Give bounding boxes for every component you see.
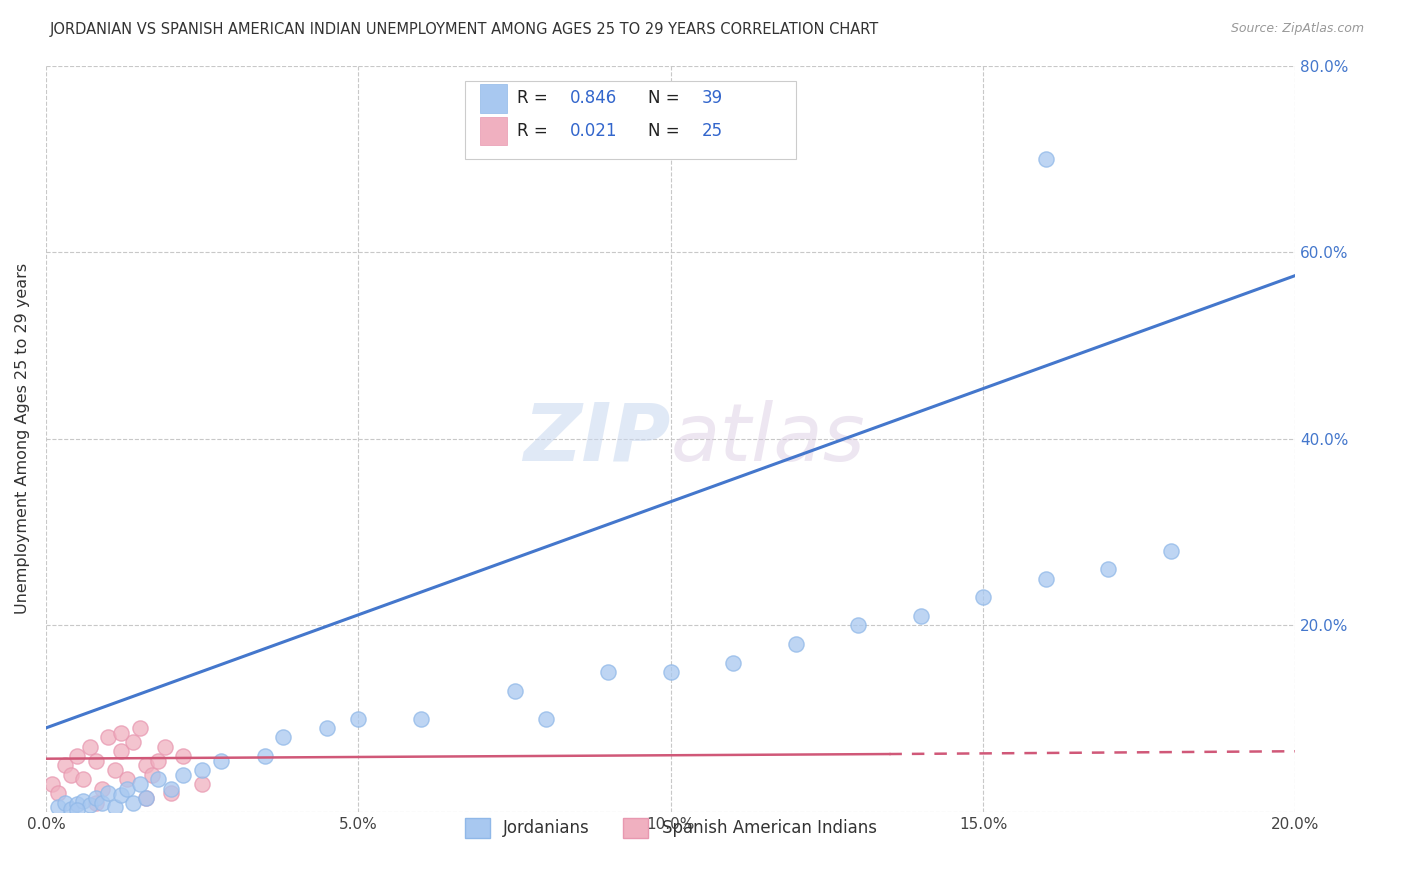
Point xyxy=(172,767,194,781)
Point xyxy=(84,754,107,768)
Text: 0.846: 0.846 xyxy=(569,89,617,107)
Point xyxy=(115,781,138,796)
Point xyxy=(273,731,295,745)
Point xyxy=(59,802,82,816)
Text: 39: 39 xyxy=(702,89,723,107)
Point xyxy=(534,712,557,726)
Legend: Jordanians, Spanish American Indians: Jordanians, Spanish American Indians xyxy=(458,811,883,845)
Point xyxy=(409,712,432,726)
Point xyxy=(659,665,682,679)
Point xyxy=(79,798,101,813)
Point xyxy=(972,591,994,605)
Y-axis label: Unemployment Among Ages 25 to 29 years: Unemployment Among Ages 25 to 29 years xyxy=(15,263,30,615)
Point xyxy=(347,712,370,726)
Point xyxy=(598,665,620,679)
Point xyxy=(79,739,101,754)
Point xyxy=(115,772,138,787)
Point xyxy=(128,721,150,735)
Point xyxy=(84,790,107,805)
Point xyxy=(66,797,89,812)
Point xyxy=(128,777,150,791)
Text: JORDANIAN VS SPANISH AMERICAN INDIAN UNEMPLOYMENT AMONG AGES 25 TO 29 YEARS CORR: JORDANIAN VS SPANISH AMERICAN INDIAN UNE… xyxy=(49,22,879,37)
Point xyxy=(110,744,132,758)
Point xyxy=(84,796,107,810)
Point xyxy=(503,683,526,698)
Point xyxy=(721,656,744,670)
Text: R =: R = xyxy=(517,89,553,107)
Point xyxy=(148,772,170,787)
FancyBboxPatch shape xyxy=(479,117,508,145)
Point xyxy=(59,767,82,781)
Point xyxy=(172,748,194,763)
Point xyxy=(91,796,114,810)
Text: N =: N = xyxy=(648,89,685,107)
Point xyxy=(1097,562,1119,576)
Point xyxy=(1160,543,1182,558)
Point xyxy=(110,788,132,802)
Point xyxy=(910,609,932,624)
Point xyxy=(104,763,127,777)
Text: 25: 25 xyxy=(702,122,723,140)
Point xyxy=(135,790,157,805)
Point xyxy=(66,748,89,763)
Point xyxy=(1035,572,1057,586)
Point xyxy=(41,777,63,791)
Point xyxy=(72,772,94,787)
FancyBboxPatch shape xyxy=(479,84,508,112)
Point xyxy=(846,618,869,632)
Point xyxy=(785,637,807,651)
Point xyxy=(122,796,145,810)
Point xyxy=(97,786,120,800)
Point xyxy=(209,754,232,768)
Text: R =: R = xyxy=(517,122,553,140)
Point xyxy=(153,739,176,754)
Point xyxy=(66,803,89,817)
Point xyxy=(191,763,214,777)
Point xyxy=(160,781,183,796)
Text: atlas: atlas xyxy=(671,400,866,478)
Point xyxy=(53,758,76,772)
Point xyxy=(253,748,276,763)
Point xyxy=(97,731,120,745)
Point xyxy=(53,796,76,810)
Point xyxy=(48,800,70,814)
Point xyxy=(160,786,183,800)
Point xyxy=(135,758,157,772)
Point xyxy=(148,754,170,768)
Point xyxy=(316,721,339,735)
Text: 0.021: 0.021 xyxy=(569,122,617,140)
Point xyxy=(110,725,132,739)
FancyBboxPatch shape xyxy=(464,80,796,159)
Point xyxy=(191,777,214,791)
Point xyxy=(104,800,127,814)
Text: ZIP: ZIP xyxy=(523,400,671,478)
Point xyxy=(135,790,157,805)
Point xyxy=(91,781,114,796)
Point xyxy=(141,767,163,781)
Point xyxy=(1035,152,1057,166)
Point xyxy=(72,794,94,808)
Point xyxy=(48,786,70,800)
Text: N =: N = xyxy=(648,122,685,140)
Point xyxy=(122,735,145,749)
Text: Source: ZipAtlas.com: Source: ZipAtlas.com xyxy=(1230,22,1364,36)
